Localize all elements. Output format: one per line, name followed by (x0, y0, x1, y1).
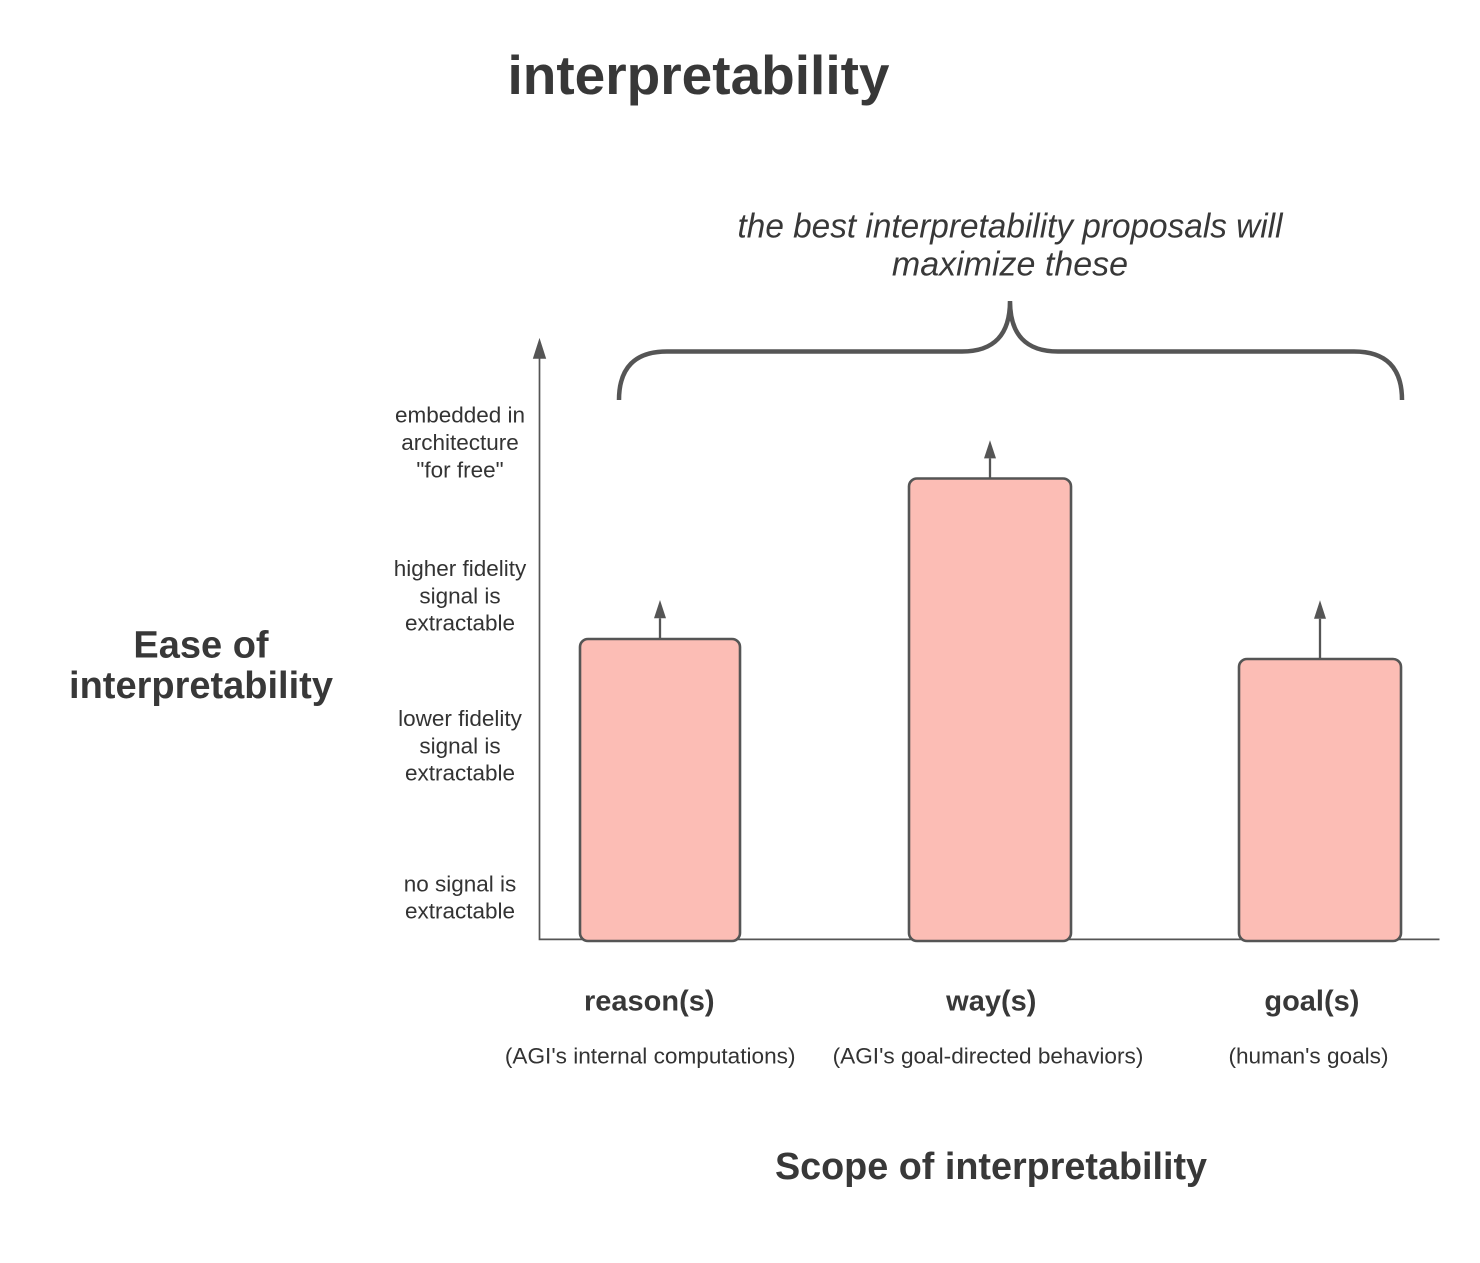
svg-text:reason(s): reason(s) (584, 986, 715, 1018)
svg-text:Scope of interpretability: Scope of interpretability (775, 1145, 1207, 1187)
svg-text:(human's goals): (human's goals) (1228, 1043, 1388, 1068)
svg-text:extractable: extractable (405, 899, 515, 924)
svg-text:extractable: extractable (405, 611, 515, 636)
svg-text:"for free": "for free" (416, 457, 503, 482)
svg-text:interpretability: interpretability (507, 44, 889, 106)
svg-text:Ease of: Ease of (133, 625, 269, 667)
svg-text:no signal is: no signal is (404, 872, 517, 897)
svg-text:way(s): way(s) (945, 986, 1036, 1018)
svg-text:higher fidelity: higher fidelity (394, 556, 527, 581)
svg-text:signal is: signal is (419, 584, 500, 609)
svg-text:(AGI's internal computations): (AGI's internal computations) (505, 1043, 796, 1068)
svg-text:lower fidelity: lower fidelity (398, 706, 523, 731)
svg-text:architecture: architecture (401, 430, 519, 455)
svg-text:embedded in: embedded in (395, 402, 525, 427)
svg-text:extractable: extractable (405, 761, 515, 786)
svg-text:goal(s): goal(s) (1264, 986, 1359, 1018)
svg-text:signal is: signal is (419, 734, 500, 759)
svg-text:(AGI's goal-directed behaviors: (AGI's goal-directed behaviors) (833, 1043, 1144, 1068)
svg-text:interpretability: interpretability (69, 665, 333, 707)
svg-text:maximize these: maximize these (892, 245, 1128, 283)
svg-text:the best interpretability prop: the best interpretability proposals will (738, 207, 1284, 245)
